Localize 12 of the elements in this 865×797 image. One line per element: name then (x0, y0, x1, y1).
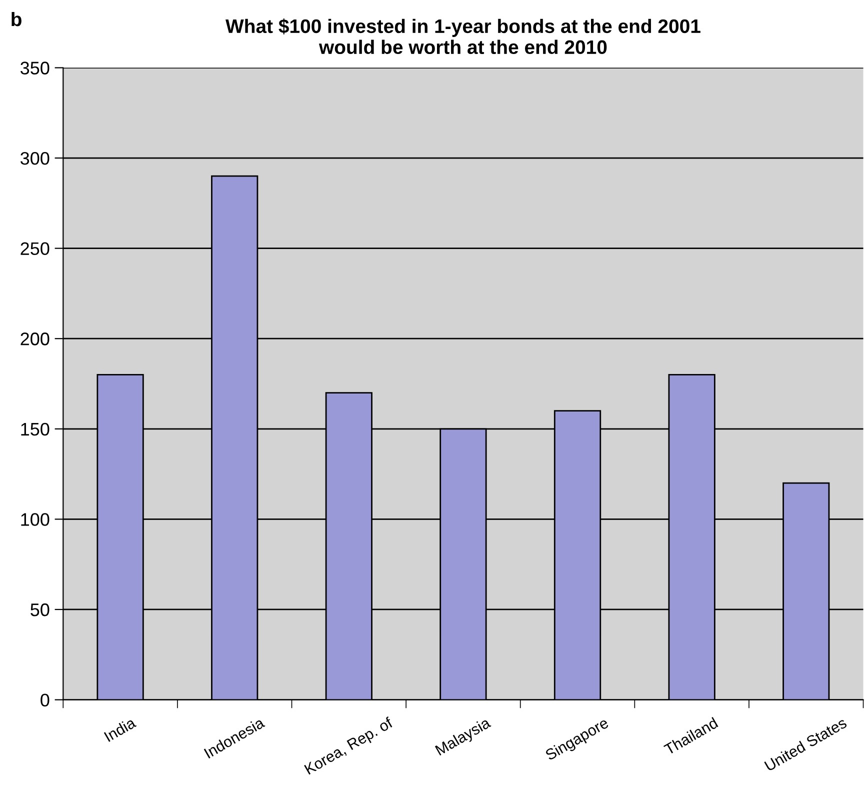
y-tick-label: 100 (21, 513, 50, 526)
text: b (12, 12, 22, 26)
y-tick-label: 150 (21, 422, 50, 436)
y-tick-label: 250 (20, 242, 50, 256)
y-tick-label: 300 (20, 152, 50, 165)
y-tick-label: 200 (20, 332, 50, 346)
y-tick-label: 0 (40, 694, 50, 706)
x-tick-label: Korea, Rep. of (304, 716, 396, 778)
y-tick-label: 50 (30, 603, 50, 616)
x-tick-label: India (104, 716, 137, 742)
y-tick-label: 350 (20, 62, 50, 74)
chart-title: What $100 invested in 1-year bonds at the end 2001 would be worth at the end 2010 (226, 18, 700, 54)
